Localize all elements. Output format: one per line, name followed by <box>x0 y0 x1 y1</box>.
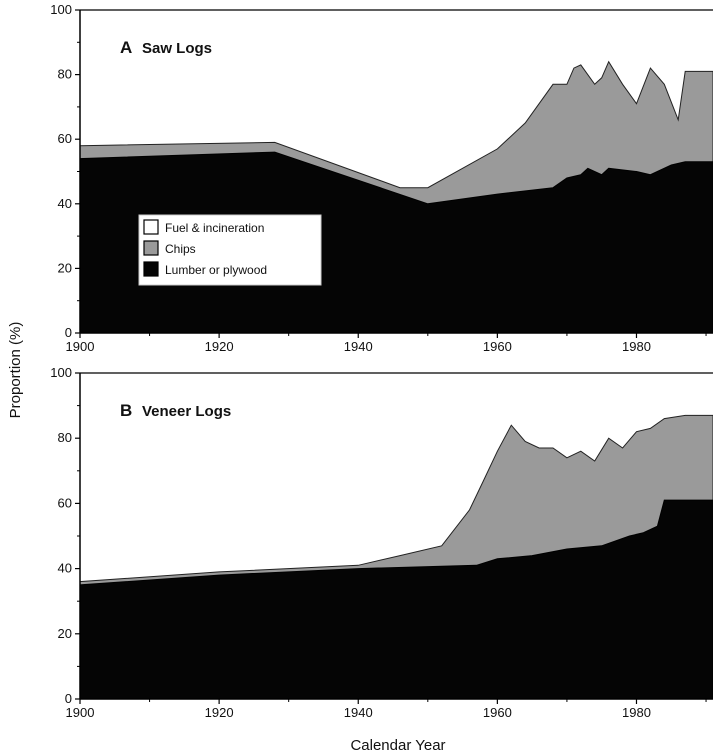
panel-b-title: Veneer Logs <box>142 403 231 420</box>
panel-b-x-tick-label: 1940 <box>344 705 373 720</box>
legend-label-fuel: Fuel & incineration <box>165 221 264 235</box>
panel-b-y-tick-label: 0 <box>65 691 72 706</box>
panel-b-y-tick-label: 100 <box>50 365 72 380</box>
panel-b-x-tick-label: 1920 <box>205 705 234 720</box>
panel-a-y-tick-label: 80 <box>58 67 72 82</box>
panel-a-y-tick-label: 0 <box>65 325 72 340</box>
panel-b-x-tick-label: 1960 <box>483 705 512 720</box>
x-axis-title: Calendar Year <box>350 737 445 754</box>
panel-a-y-tick-label: 60 <box>58 131 72 146</box>
panel-b-x-tick-label: 1900 <box>66 705 95 720</box>
panel-a-x-tick-label: 1940 <box>344 339 373 354</box>
legend-label-chips: Chips <box>165 242 196 256</box>
y-axis-title: Proportion (%) <box>7 322 24 419</box>
legend-label-lumber: Lumber or plywood <box>165 263 267 277</box>
legend-background <box>138 214 322 286</box>
panel-b-veneer-logs: 0 20 40 60 80 100 1900 1920 1940 1960 1980 B Veneer … <box>50 365 713 720</box>
panel-b-x-tick-label: 1980 <box>622 705 651 720</box>
panel-a-saw-logs: 0 20 40 60 80 100 1900 1920 1940 1960 1980 A Saw Log… <box>50 2 713 354</box>
panel-a-x-tick-label: 1980 <box>622 339 651 354</box>
panel-b-y-tick-label: 60 <box>58 495 72 510</box>
panel-b-lumber-area <box>79 499 713 700</box>
panel-b-y-tick-label: 20 <box>58 626 72 641</box>
legend-swatch-lumber <box>143 261 159 277</box>
panel-a-title: Saw Logs <box>142 40 212 57</box>
panel-b-y-tick-label: 80 <box>58 430 72 445</box>
legend: Fuel & incineration Chips Lumber or plyw… <box>138 214 322 286</box>
panel-a-letter: A <box>120 38 132 57</box>
panel-a-x-tick-label: 1920 <box>205 339 234 354</box>
legend-swatch-fuel <box>143 219 159 235</box>
panel-b-letter: B <box>120 401 132 420</box>
legend-swatch-chips <box>143 240 159 256</box>
panel-b-y-tick-label: 40 <box>58 561 72 576</box>
panel-a-x-tick-label: 1900 <box>66 339 95 354</box>
panel-a-lumber-area <box>79 151 713 334</box>
panel-a-y-tick-label: 40 <box>58 196 72 211</box>
panel-a-y-tick-label: 100 <box>50 2 72 17</box>
panel-a-x-tick-label: 1960 <box>483 339 512 354</box>
panel-a-y-tick-label: 20 <box>58 260 72 275</box>
